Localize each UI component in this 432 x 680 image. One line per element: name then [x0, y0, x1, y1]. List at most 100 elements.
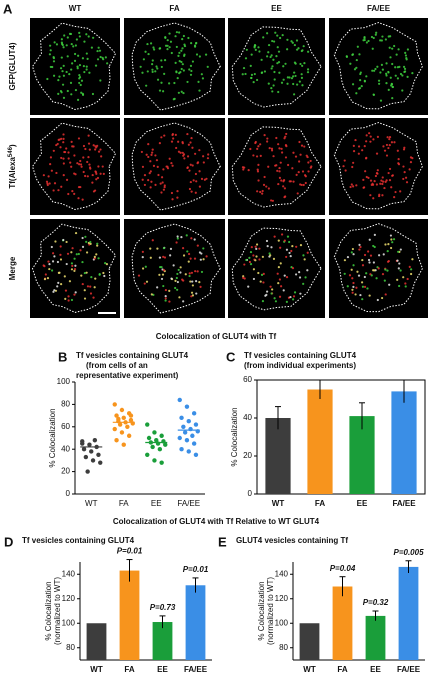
vesicle — [51, 65, 54, 69]
vesicle — [348, 274, 352, 277]
vesicle — [85, 33, 88, 36]
vesicle — [198, 280, 201, 284]
vesicle — [404, 176, 408, 179]
vesicle — [178, 31, 181, 34]
vesicle — [156, 67, 159, 70]
vesicle — [291, 41, 294, 44]
point — [191, 441, 197, 446]
vesicle — [367, 176, 370, 179]
vesicle — [170, 51, 173, 55]
vesicle — [370, 35, 374, 39]
vesicle — [405, 181, 409, 184]
vesicle — [188, 274, 191, 278]
vesicle — [383, 186, 386, 190]
vesicle — [75, 38, 78, 41]
vesicle — [162, 284, 165, 288]
vesicle — [277, 266, 280, 269]
vesicle — [369, 140, 372, 143]
error-bar — [401, 379, 407, 403]
vesicle — [261, 255, 264, 258]
point — [193, 452, 199, 457]
vesicle — [363, 80, 366, 83]
vesicle — [160, 176, 164, 179]
micrograph — [228, 18, 325, 115]
vesicle — [361, 281, 364, 284]
vesicle — [273, 70, 276, 74]
micrograph — [124, 18, 225, 115]
vesicle — [175, 146, 178, 150]
vesicle — [70, 251, 73, 254]
vesicle — [292, 180, 295, 183]
vesicle — [266, 140, 269, 143]
vesicle — [387, 70, 390, 74]
vesicle — [367, 250, 370, 253]
x-tick-label: WT — [85, 499, 98, 508]
vesicle — [141, 250, 144, 253]
vesicle — [180, 90, 183, 93]
vesicle — [257, 271, 260, 275]
vesicle — [286, 82, 289, 85]
vesicle — [367, 258, 371, 262]
vesicle — [78, 81, 81, 85]
vesicle — [63, 34, 66, 37]
error-bar — [192, 577, 199, 593]
vesicle — [374, 33, 377, 36]
point — [177, 435, 182, 441]
vesicle — [293, 291, 297, 294]
vesicle — [299, 183, 302, 186]
point — [119, 430, 125, 435]
vesicle — [411, 72, 414, 75]
vesicle — [92, 190, 96, 193]
vesicle — [76, 65, 79, 68]
point — [190, 433, 195, 438]
vesicle — [49, 49, 52, 52]
vesicle — [88, 71, 91, 74]
vesicle — [273, 78, 276, 81]
y-axis-label: % Colocalization — [48, 408, 57, 467]
cell-outline — [131, 223, 221, 314]
vesicle — [198, 185, 201, 188]
point — [154, 438, 159, 443]
point — [146, 435, 152, 441]
vesicle — [278, 170, 281, 173]
vesicle — [144, 50, 147, 53]
vesicle — [359, 79, 362, 82]
vesicle — [358, 243, 361, 246]
vesicle — [254, 259, 257, 262]
point — [128, 413, 134, 418]
vesicle — [310, 165, 313, 168]
y-tick-label: 60 — [243, 375, 252, 384]
vesicle — [282, 65, 285, 68]
vesicle — [78, 163, 81, 166]
vesicle — [170, 140, 174, 143]
vesicle — [350, 251, 353, 254]
vesicle — [283, 187, 287, 190]
vesicle — [166, 44, 169, 47]
vesicle — [79, 163, 83, 166]
vesicle — [166, 47, 169, 51]
vesicle — [48, 53, 52, 56]
vesicle — [267, 82, 270, 85]
vesicle — [169, 254, 172, 257]
error-bar — [317, 379, 323, 399]
y-tick-label: 100 — [62, 618, 76, 627]
vesicle — [65, 262, 68, 266]
vesicle — [243, 166, 246, 169]
vesicle — [256, 190, 259, 193]
vesicle — [70, 93, 73, 96]
vesicle — [173, 81, 176, 85]
vesicle — [163, 134, 166, 137]
vesicle — [375, 172, 379, 175]
vesicle — [162, 247, 166, 250]
vesicle — [152, 46, 155, 49]
point — [128, 417, 134, 423]
vesicle — [379, 39, 382, 42]
vesicle — [346, 285, 349, 288]
vesicle — [397, 162, 400, 165]
vesicle — [79, 83, 82, 87]
vesicle — [86, 175, 89, 178]
vesicle — [257, 145, 260, 148]
vesicle — [241, 73, 244, 76]
vesicle — [276, 46, 279, 49]
vesicle — [276, 272, 279, 275]
